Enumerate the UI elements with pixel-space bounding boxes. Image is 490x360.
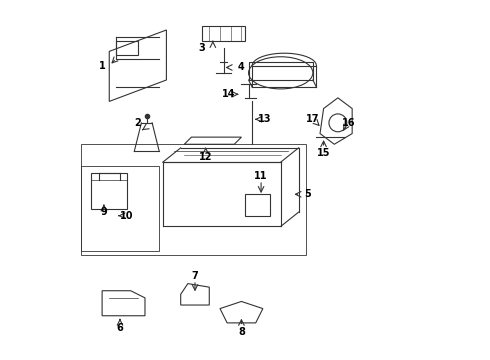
Text: 13: 13	[258, 114, 271, 124]
Text: 10: 10	[121, 211, 134, 221]
Text: 1: 1	[99, 61, 105, 71]
Text: 5: 5	[304, 189, 311, 199]
Text: 6: 6	[117, 323, 123, 333]
Text: 2: 2	[134, 118, 141, 128]
Text: 11: 11	[254, 171, 268, 181]
Text: 3: 3	[199, 43, 205, 53]
Text: 12: 12	[199, 152, 213, 162]
Text: 16: 16	[342, 118, 355, 128]
Text: 7: 7	[192, 271, 198, 282]
Text: 15: 15	[317, 148, 330, 158]
Text: 17: 17	[306, 114, 319, 124]
Text: 9: 9	[100, 207, 107, 217]
Text: 8: 8	[238, 327, 245, 337]
Text: 4: 4	[238, 63, 245, 72]
Text: 14: 14	[222, 89, 236, 99]
